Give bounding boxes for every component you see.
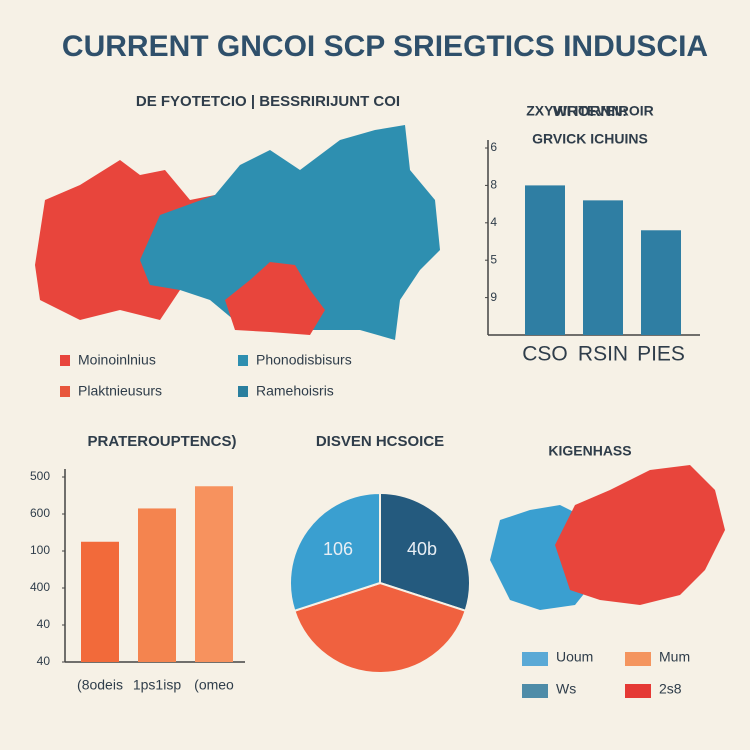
slice-label: 106 — [323, 539, 353, 559]
main-title: CURRENT GNCOI SCP SRIEGTICS INDUSCIA — [62, 30, 708, 63]
chart-title: WRORNN: — [553, 103, 627, 120]
bar — [138, 508, 176, 662]
map-region — [140, 125, 440, 340]
legend-swatch — [522, 652, 548, 666]
y-tick-label: 4 — [490, 215, 497, 229]
y-tick-label: 100 — [30, 543, 50, 557]
map-region — [225, 262, 325, 335]
y-tick-label: 500 — [30, 469, 50, 483]
legend-label: Uoum — [556, 649, 593, 665]
legend-swatch — [522, 684, 548, 698]
y-tick-label: 40 — [37, 617, 51, 631]
legend-label: 2s8 — [659, 681, 682, 697]
legend-swatch — [60, 386, 70, 397]
map-title: ZXYVII ITEVEIROIR — [526, 103, 654, 119]
y-tick-label: 9 — [490, 290, 497, 304]
y-tick-label: 600 — [30, 506, 50, 520]
legend-label: Plaktnieusurs — [78, 383, 162, 399]
bar — [583, 200, 623, 335]
legend-swatch — [625, 652, 651, 666]
map-top — [35, 125, 440, 340]
x-tick-label: PIES — [637, 343, 685, 366]
y-tick-label: 6 — [490, 140, 497, 154]
pie-slice — [293, 581, 467, 674]
legend-swatch — [60, 355, 70, 366]
slice-label: 40b — [407, 539, 437, 559]
y-tick-label: 8 — [490, 178, 497, 192]
x-tick-label: (omeo — [194, 677, 234, 693]
y-tick-label: 400 — [30, 580, 50, 594]
x-tick-label: (8odeis — [77, 677, 123, 693]
chart-subtitle: GRVICK ICHUINS — [532, 131, 648, 147]
map-region — [555, 465, 725, 605]
map-title: DE FYOTETCIO | BESSRIRIJUNT COI — [136, 93, 400, 110]
pie-slice — [379, 491, 471, 613]
legend-swatch — [625, 684, 651, 698]
legend-label: Moinoinlnius — [78, 352, 156, 368]
pie-slice — [289, 491, 381, 613]
legend-swatch — [238, 355, 248, 366]
bar — [195, 486, 233, 662]
bar — [81, 541, 119, 662]
map-bottom — [490, 465, 725, 610]
chart-title: PRATEROUPTENCS) — [88, 433, 237, 450]
legend-label: Mum — [659, 649, 690, 665]
legend-label: Ramehoisris — [256, 383, 334, 399]
legend-swatch — [238, 386, 248, 397]
bar — [525, 185, 565, 335]
x-tick-label: CSO — [522, 343, 568, 366]
y-tick-label: 40 — [37, 654, 51, 668]
legend-label: Phonodisbisurs — [256, 352, 352, 368]
y-tick-label: 5 — [490, 252, 497, 266]
chart-title: DISVEN HCSOICE — [316, 433, 444, 450]
x-tick-label: 1ps1isp — [133, 677, 181, 693]
legend-label: Ws — [556, 681, 576, 697]
map-subtitle: KIGENHASS — [548, 443, 631, 459]
x-tick-label: RSIN — [578, 343, 628, 366]
bar — [641, 230, 681, 335]
